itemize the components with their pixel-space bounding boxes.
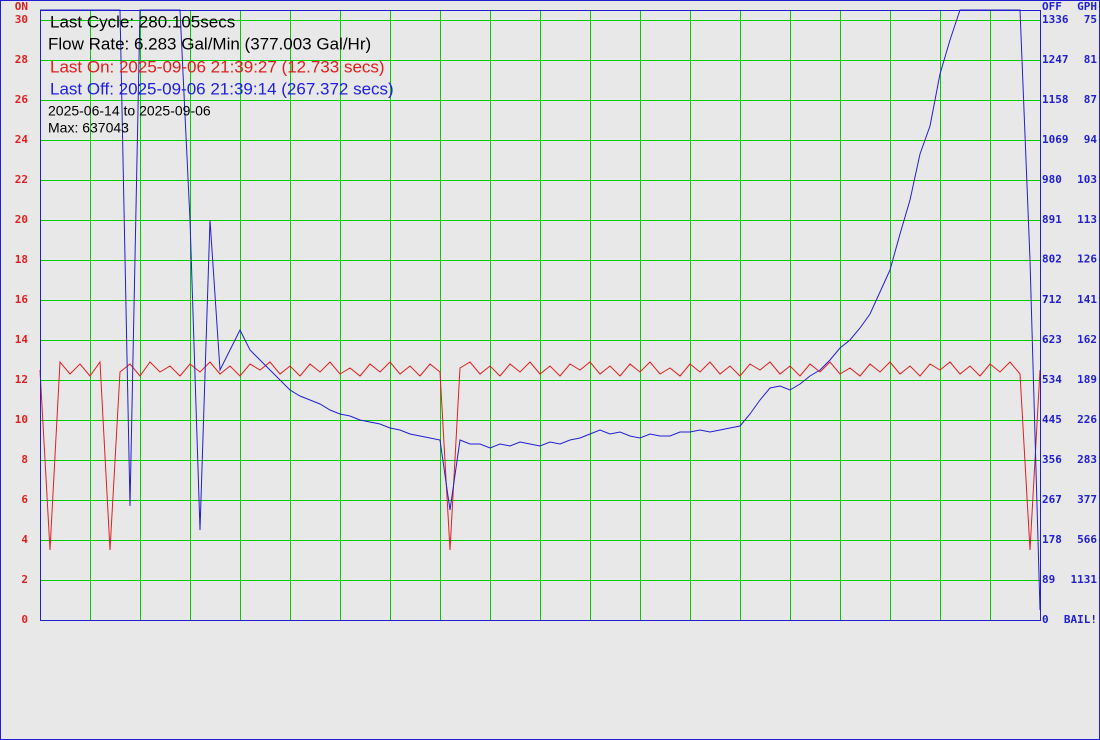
y-tick-label: 8 [21,453,28,466]
y-tick-label: 10 [15,413,28,426]
grid [40,10,1040,621]
y-tick-label: 0 [21,613,28,626]
gph-label: 377 [1077,493,1097,506]
y-tick-label: 14 [15,333,29,346]
y-tick-label: 16 [15,293,29,306]
y2-tick-label: 89 [1042,573,1055,586]
y2-tick-label: 980 [1042,173,1062,186]
gph-label: 87 [1084,93,1097,106]
gph-label: 226 [1077,413,1097,426]
y-tick-label: 26 [15,93,29,106]
y2-tick-label: 891 [1042,213,1062,226]
y2-tick-label: 1247 [1042,53,1069,66]
gph-label: 94 [1084,133,1098,146]
y-tick-label: 4 [21,533,28,546]
y2-tick-label: 178 [1042,533,1062,546]
gph-label: 566 [1077,533,1097,546]
info-text: Flow Rate: 6.283 Gal/Min (377.003 Gal/Hr… [48,34,371,53]
y2-tick-label: 534 [1042,373,1062,386]
y2-tick-label: 712 [1042,293,1062,306]
y-tick-label: 22 [15,173,28,186]
gph-label: 162 [1077,333,1097,346]
gph-label: 141 [1077,293,1097,306]
plot-lines [39,9,1041,611]
y-tick-label: 2 [21,573,28,586]
y2-axis-title: OFF [1042,0,1062,13]
gph-label: 1131 [1071,573,1098,586]
gph-label: 189 [1077,373,1097,386]
y2-tick-label: 802 [1042,253,1062,266]
info-text: Last On: 2025-09-06 21:39:27 (12.733 sec… [50,57,385,76]
info-text: 2025-06-14 to 2025-09-06 [48,103,211,119]
gph-label: 81 [1084,53,1098,66]
y2-tick-label: 445 [1042,413,1062,426]
y2-tick-label: 356 [1042,453,1062,466]
y2-tick-label: 0 [1042,613,1049,626]
y-tick-label: 30 [15,13,28,26]
plot-border [40,10,1041,621]
series-line [39,360,1041,551]
gph-label: 126 [1077,253,1097,266]
y-axis-title: ON [15,0,28,13]
gph-label: 75 [1084,13,1097,26]
gph-label: 113 [1077,213,1097,226]
gph-label: 283 [1077,453,1097,466]
info-text: Max: 637043 [48,120,129,136]
y-tick-label: 20 [15,213,28,226]
y2-tick-label: 267 [1042,493,1062,506]
info-text: Last Cycle: 280.105secs [50,12,235,31]
gph-title: GPH [1077,0,1097,13]
y-tick-label: 28 [15,53,28,66]
gph-label: BAIL! [1064,613,1097,626]
y2-tick-label: 1158 [1042,93,1069,106]
y-tick-label: 24 [15,133,29,146]
y2-tick-label: 1069 [1042,133,1069,146]
y-tick-label: 12 [15,373,28,386]
y2-tick-label: 1336 [1042,13,1069,26]
y-tick-label: 18 [15,253,28,266]
info-text: Last Off: 2025-09-06 21:39:14 (267.372 s… [50,79,394,98]
y-tick-label: 6 [21,493,28,506]
y2-tick-label: 623 [1042,333,1062,346]
series-line [40,9,1041,611]
gph-label: 103 [1077,173,1097,186]
